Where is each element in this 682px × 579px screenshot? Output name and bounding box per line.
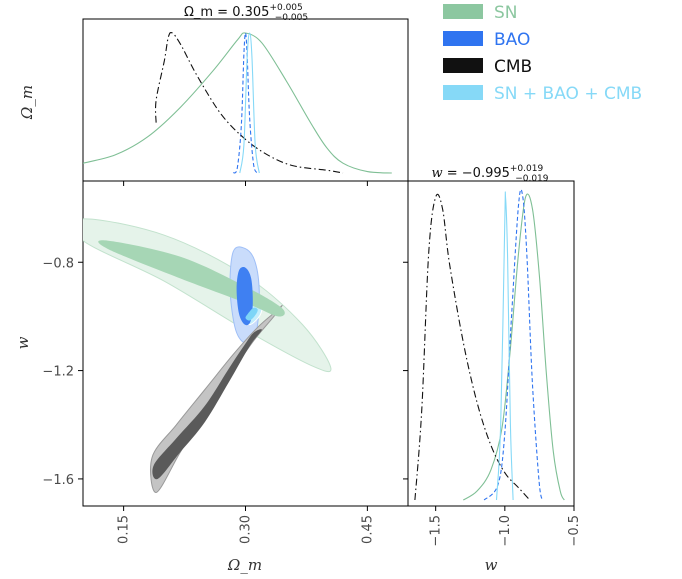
omega-m-marginal-line-cmb xyxy=(154,31,344,174)
legend-item-combined: SN + BAO + CMB xyxy=(443,84,642,104)
legend-swatch-sn xyxy=(443,4,483,19)
omega-m-title-equals: = xyxy=(213,5,232,20)
legend-item-bao: BAO xyxy=(443,30,530,50)
w-tick-label: −1.2 xyxy=(42,365,74,380)
w-title-value: −0.995 xyxy=(462,166,510,181)
omega-m-title-value: 0.305 xyxy=(232,5,269,20)
omega-m-tick-label: 0.45 xyxy=(360,515,375,544)
joint-contours xyxy=(83,218,332,493)
w-tick-label: −1.6 xyxy=(42,473,74,488)
contour-68-bao xyxy=(236,266,253,326)
w-title-symbol: w xyxy=(431,166,442,181)
omega-m-marginal-curves xyxy=(83,31,392,174)
joint-x-axis-label: Ω_m xyxy=(227,556,262,574)
legend-label-combined: SN + BAO + CMB xyxy=(494,84,642,104)
w-marginal-line-bao xyxy=(483,188,545,501)
legend: SN BAO CMB SN + BAO + CMB xyxy=(443,3,642,104)
legend-swatch-cmb xyxy=(443,58,483,73)
contour-68-sn-bao-cmb xyxy=(245,307,258,321)
w-title-minus: −0.019 xyxy=(515,174,549,184)
omega-m-marginal-line-sn xyxy=(83,32,392,174)
omega-m-title-symbol: Ω_m xyxy=(184,5,213,20)
w-marginal-x-axis-label: w xyxy=(485,556,498,574)
legend-label-cmb: CMB xyxy=(494,57,532,77)
legend-item-cmb: CMB xyxy=(443,57,532,77)
w-marginal-tick-label: −0.5 xyxy=(567,515,582,547)
legend-label-bao: BAO xyxy=(494,30,530,50)
legend-swatch-combined xyxy=(443,85,483,100)
contour-68-cmb xyxy=(152,329,262,480)
w-marginal-tick-label: −1.0 xyxy=(498,515,513,547)
axis-ticks: 0.15 0.30 0.45 −0.8 −1.2 −1.6 −1.5 −1.0 −0.5 xyxy=(42,181,582,547)
omega-m-tick-label: 0.30 xyxy=(239,515,254,544)
w-marginal-line-cmb xyxy=(414,193,531,501)
omega-m-title-minus: −0.005 xyxy=(275,13,308,23)
legend-swatch-bao xyxy=(443,31,483,46)
top-panel-y-axis-label: Ω_m xyxy=(18,85,36,120)
w-marginal-tick-label: −1.5 xyxy=(429,515,444,547)
w-tick-label: −0.8 xyxy=(42,256,74,271)
omega-m-marginal-line-sn-bao-cmb xyxy=(239,32,260,174)
omega-m-title-plus: +0.005 xyxy=(269,3,302,13)
w-constraint-title: w = −0.995+0.019 −0.019 xyxy=(431,164,548,184)
w-marginal-line-sn xyxy=(462,193,565,501)
omega-m-tick-label: 0.15 xyxy=(117,515,132,544)
legend-item-sn: SN xyxy=(443,3,518,23)
omega-m-marginal-line-bao xyxy=(232,32,259,174)
omega-m-constraint-title: Ω_m = 0.305+0.005 −0.005 xyxy=(184,3,308,23)
joint-y-axis-label: w xyxy=(14,336,32,349)
w-marginal-panel xyxy=(407,180,575,507)
w-marginal-curves xyxy=(414,188,565,501)
w-marginal-line-sn-bao-cmb xyxy=(495,191,514,501)
legend-label-sn: SN xyxy=(494,3,518,23)
w-title-equals: = xyxy=(443,166,462,181)
w-title-plus: +0.019 xyxy=(510,164,544,174)
